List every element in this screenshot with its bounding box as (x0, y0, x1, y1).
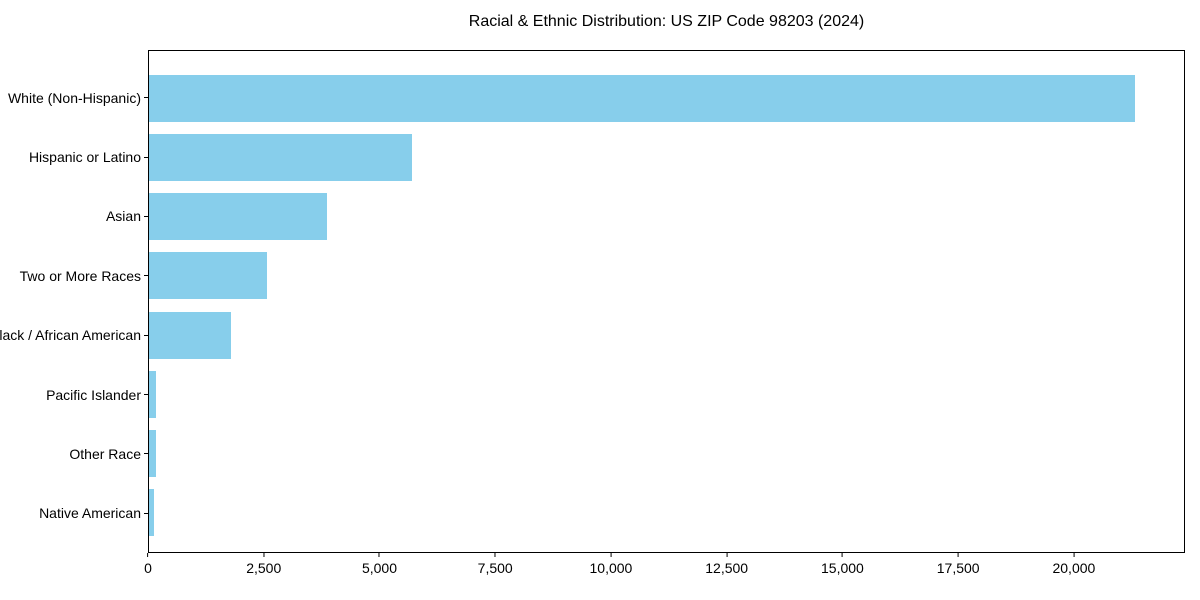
bar-asian (149, 193, 328, 241)
x-tick-mark (147, 553, 149, 557)
x-tick-label: 17,500 (936, 560, 980, 576)
y-axis-row-native-american: Native American (0, 484, 148, 543)
x-tick-15-000: 15,000 (821, 553, 864, 576)
y-tick-mark (144, 215, 148, 217)
x-tick-label: 12,500 (705, 560, 749, 576)
x-tick-2-500: 2,500 (246, 553, 281, 576)
x-tick-mark (726, 553, 728, 557)
x-tick-mark (610, 553, 612, 557)
y-axis-row-hispanic-or-latino: Hispanic or Latino (0, 127, 148, 186)
bar-row-black-african-american (149, 306, 1184, 365)
y-tick-mark (144, 334, 148, 336)
y-axis-row-asian: Asian (0, 187, 148, 246)
y-tick-mark (144, 453, 148, 455)
x-tick-label: 20,000 (1052, 560, 1096, 576)
y-tick-label-asian: Asian (105, 208, 141, 225)
y-tick-mark (144, 394, 148, 396)
x-axis: 0 2,500 5,000 7,500 10,000 12,500 15,000 17,500… (144, 553, 1185, 589)
y-axis-row-pacific-islander: Pacific Islander (0, 365, 148, 424)
y-tick-label-other-race: Other Race (69, 445, 141, 462)
bar-other-race (149, 429, 156, 477)
bar-hispanic-or-latino (149, 134, 413, 182)
y-tick-label-two-or-more-races: Two or More Races (19, 267, 141, 284)
y-axis-row-other-race: Other Race (0, 424, 148, 483)
bar-row-pacific-islander (149, 365, 1184, 424)
bar-black-african-american (149, 311, 232, 359)
bar-row-hispanic-or-latino (149, 128, 1184, 187)
bar-white-non-hispanic (149, 75, 1136, 123)
y-tick-label-white-non-hispanic: White (Non-Hispanic) (7, 89, 141, 106)
x-tick-label: 7,500 (477, 560, 513, 576)
x-tick-label: 10,000 (589, 560, 633, 576)
x-tick-label: 5,000 (361, 560, 397, 576)
y-axis-row-white-non-hispanic: White (Non-Hispanic) (0, 68, 148, 127)
x-tick-mark (494, 553, 496, 557)
x-tick-0: 0 (144, 553, 152, 576)
y-tick-label-black-african-american: Black / African American (0, 327, 141, 344)
y-axis-row-black-african-american: Black / African American (0, 306, 148, 365)
x-tick-12-500: 12,500 (705, 553, 748, 576)
x-tick-mark (1073, 553, 1075, 557)
bar-row-other-race (149, 424, 1184, 483)
y-axis: White (Non-Hispanic) Hispanic or Latino As… (0, 50, 148, 553)
x-tick-mark (841, 553, 843, 557)
bars-container (149, 51, 1184, 552)
y-tick-mark (144, 275, 148, 277)
y-tick-mark (144, 97, 148, 99)
x-tick-mark (957, 553, 959, 557)
x-tick-label: 2,500 (246, 560, 282, 576)
x-tick-5-000: 5,000 (362, 553, 397, 576)
plot-area (148, 50, 1185, 553)
bar-two-or-more-races (149, 252, 268, 300)
x-tick-label: 15,000 (820, 560, 864, 576)
y-tick-label-native-american: Native American (39, 505, 141, 522)
y-tick-label-pacific-islander: Pacific Islander (46, 386, 141, 403)
y-tick-label-hispanic-or-latino: Hispanic or Latino (28, 149, 141, 166)
bar-pacific-islander (149, 370, 156, 418)
bar-row-white-non-hispanic (149, 69, 1184, 128)
x-tick-label: 0 (144, 560, 152, 576)
bar-row-asian (149, 187, 1184, 246)
x-tick-20-000: 20,000 (1052, 553, 1095, 576)
x-tick-10-000: 10,000 (589, 553, 633, 576)
bar-row-two-or-more-races (149, 246, 1184, 305)
x-tick-17-500: 17,500 (937, 553, 980, 576)
x-tick-7-500: 7,500 (478, 553, 513, 576)
chart-title: Racial & Ethnic Distribution: US ZIP Cod… (468, 13, 865, 30)
bar-native-american (149, 488, 154, 536)
x-tick-mark (378, 553, 380, 557)
x-tick-mark (263, 553, 265, 557)
y-axis-row-two-or-more-races: Two or More Races (0, 246, 148, 305)
y-tick-mark (144, 512, 148, 514)
bar-row-native-american (149, 483, 1184, 542)
y-tick-mark (144, 156, 148, 158)
